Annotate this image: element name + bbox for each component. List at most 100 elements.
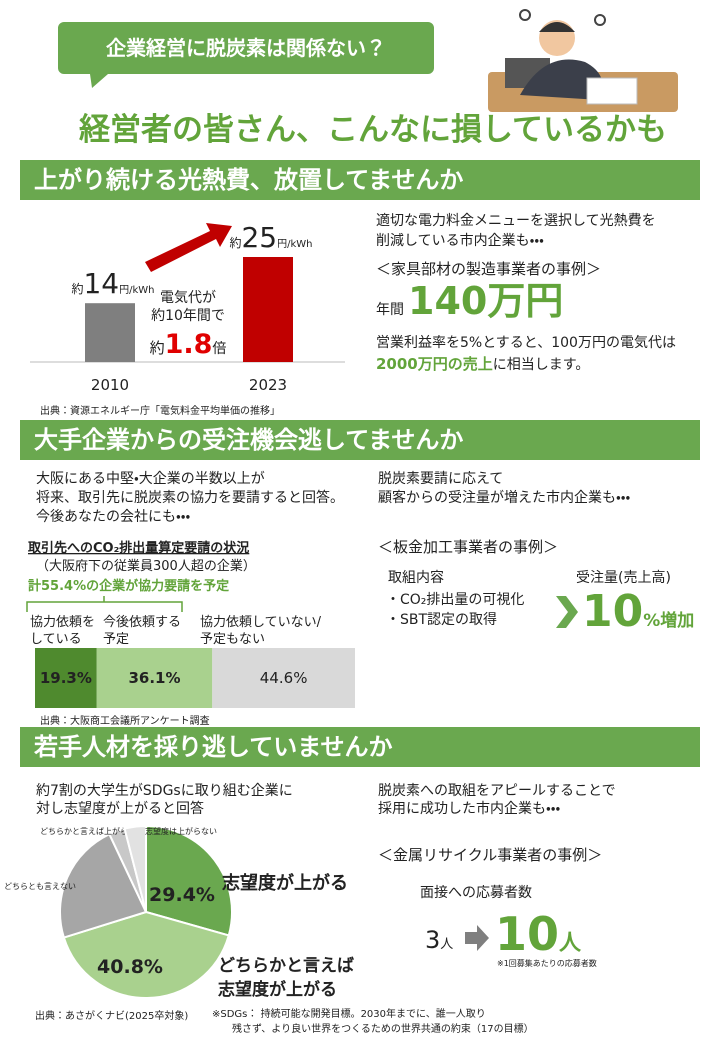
section-heading: 若手人材を採り逃していませんか xyxy=(33,733,393,761)
value-label: 44.6% xyxy=(260,669,308,687)
value-label: 19.3% xyxy=(40,669,92,687)
intro-line: 大阪にある中堅・大企業の半数以上が xyxy=(36,471,265,487)
result-unit: %増加 xyxy=(643,610,694,631)
explain: 営業利益率を5%とすると、100万円の電気代は xyxy=(376,335,676,351)
illustration xyxy=(488,9,678,112)
ratio-unit: 倍 xyxy=(212,341,226,357)
section-bar xyxy=(20,727,700,767)
source: 出典：あさがくナビ(2025卒対象) xyxy=(35,1009,188,1022)
segment-name: 予定もない xyxy=(200,632,265,647)
segment xyxy=(96,648,213,708)
after-unit: 人 xyxy=(558,931,582,956)
ratio-prefix: 約 xyxy=(150,339,165,357)
metric-note: ※1回募集あたりの応募者数 xyxy=(497,958,597,968)
segment xyxy=(35,648,97,708)
question: 企業経営に脱炭素は関係ない？ xyxy=(106,36,386,60)
value-prefix: 約 xyxy=(71,281,83,296)
value-unit: 円/kWh xyxy=(277,239,312,250)
intro-line: 顧客からの受注量が増えた市内企業も・・・ xyxy=(378,489,631,506)
bar xyxy=(243,257,293,362)
source: 出典：大阪商工会議所アンケート調査 xyxy=(40,714,210,727)
slice-name: どちらとも言えない xyxy=(4,882,76,891)
slice-name: 志望度が上がる xyxy=(221,872,348,894)
ratio: 約1.8倍 xyxy=(150,329,227,360)
result: 年間 140万円 xyxy=(376,279,563,323)
bracket xyxy=(26,596,183,612)
value: 25 xyxy=(241,221,277,254)
section-heading: 大手企業からの受注機会逃してませんか xyxy=(34,426,463,454)
before-value: 3 xyxy=(425,926,440,954)
chart-title: 取引先へのCO₂排出量算定要請の状況 xyxy=(28,540,249,556)
chevron xyxy=(556,596,578,628)
slice-name: どちらかと言えば上がらない xyxy=(40,826,144,836)
intro-line: 削減している市内企業も・・・ xyxy=(376,232,544,249)
result-value: 10 xyxy=(582,586,643,637)
segment-name: 協力依頼していない/ xyxy=(200,615,322,630)
note-line: 約10年間で xyxy=(151,308,225,324)
trend-arrow xyxy=(145,223,232,272)
action: ・CO₂排出量の可視化 xyxy=(386,592,524,608)
value-label: 約25円/kWh xyxy=(229,221,312,254)
callout xyxy=(58,22,434,88)
segment-name: 協力依頼を xyxy=(30,615,95,630)
annotation: 計55.4%の企業が協力要請を予定 xyxy=(28,578,229,594)
x-tick-label: 2023 xyxy=(249,376,287,394)
chart-subtitle: （大阪府下の従業員300人超の企業） xyxy=(36,558,256,574)
case-label: ＜家具部材の製造事業者の事例＞ xyxy=(376,260,601,278)
main-title: 経営者の皆さん、こんなに損しているかも xyxy=(79,112,667,148)
segment-name: 予定 xyxy=(103,632,129,647)
intro-line: 脱炭素要請に応えて xyxy=(378,471,503,487)
section-bar xyxy=(20,420,700,460)
before: 3人 xyxy=(425,926,453,954)
case-label: ＜金属リサイクル事業者の事例＞ xyxy=(378,846,602,864)
segment-name: 今後依頼する xyxy=(103,614,181,630)
bar xyxy=(85,303,135,362)
section-bar xyxy=(20,160,700,200)
intro-line: 将来、取引先に脱炭素の協力を要請すると回答。 xyxy=(36,489,344,506)
slice-name: 志望度が上がる xyxy=(217,979,337,1000)
intro-line: 採用に成功した市内企業も・・・ xyxy=(378,801,561,817)
result-value: 140万円 xyxy=(408,279,563,323)
result-prefix: 年間 xyxy=(376,302,404,318)
slice-name: 志望度は上がらない xyxy=(145,826,217,836)
value: 14 xyxy=(83,267,119,300)
intro-line: 今後あなたの会社にも・・・ xyxy=(36,509,191,525)
value-label: 約14円/kWh xyxy=(71,267,154,300)
after: 10人 xyxy=(495,907,582,961)
value-unit: 円/kWh xyxy=(119,285,154,296)
intro-line: 脱炭素への取組をアピールすることで xyxy=(378,783,616,799)
note-line: 電気代が xyxy=(160,290,216,306)
value-label: 36.1% xyxy=(128,669,180,687)
highlight: 2000万円の売上 xyxy=(376,355,493,373)
explain: 2000万円の売上に相当します。 xyxy=(376,355,589,373)
segment xyxy=(212,648,355,708)
slice-name: どちらかと言えば xyxy=(218,956,354,976)
source: 出典：資源エネルギー庁「電気料金平均単価の推移」 xyxy=(40,404,280,417)
actions-label: 取組内容 xyxy=(388,569,444,586)
case-label: ＜板金加工事業者の事例＞ xyxy=(378,538,558,556)
explain-tail: に相当します。 xyxy=(493,357,590,373)
slice xyxy=(59,832,148,939)
intro-line: 約7割の大学生がSDGsに取り組む企業に xyxy=(36,783,293,799)
action: ・SBT認定の取得 xyxy=(386,611,497,628)
value-prefix: 約 xyxy=(229,235,241,250)
ratio-value: 1.8 xyxy=(165,329,213,360)
intro-line: 対し志望度が上がると回答 xyxy=(36,800,204,817)
value-label: 40.8% xyxy=(97,956,163,978)
result: 10%増加 xyxy=(582,586,694,637)
before-unit: 人 xyxy=(440,937,453,952)
metric: 面接への応募者数 xyxy=(420,885,532,901)
segment-name: している xyxy=(30,632,82,647)
slice xyxy=(123,824,147,913)
note: 残さず、より良い世界をつくるための世界共通の約束（17の目標） xyxy=(232,1022,534,1035)
result-label: 受注量(売上高) xyxy=(576,569,671,586)
x-tick-label: 2010 xyxy=(91,376,129,394)
value-label: 29.4% xyxy=(149,884,215,906)
note: ※SDGs： 持続可能な開発目標。2030年までに、誰一人取り xyxy=(212,1007,486,1020)
after-value: 10 xyxy=(495,907,559,961)
